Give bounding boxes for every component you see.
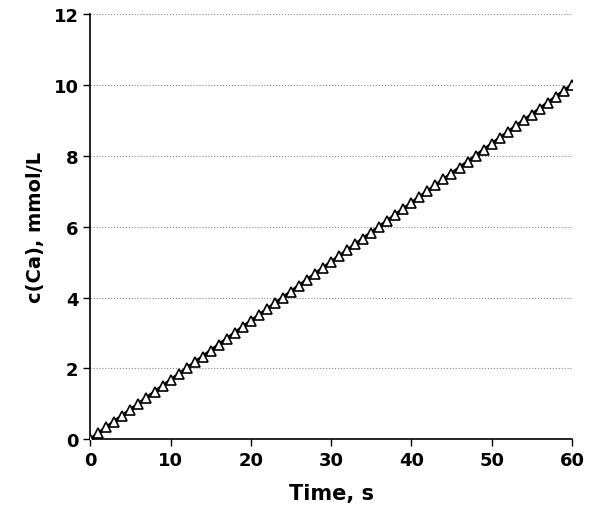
Y-axis label: c(Ca), mmol/L: c(Ca), mmol/L bbox=[26, 152, 45, 302]
X-axis label: Time, s: Time, s bbox=[288, 483, 374, 503]
